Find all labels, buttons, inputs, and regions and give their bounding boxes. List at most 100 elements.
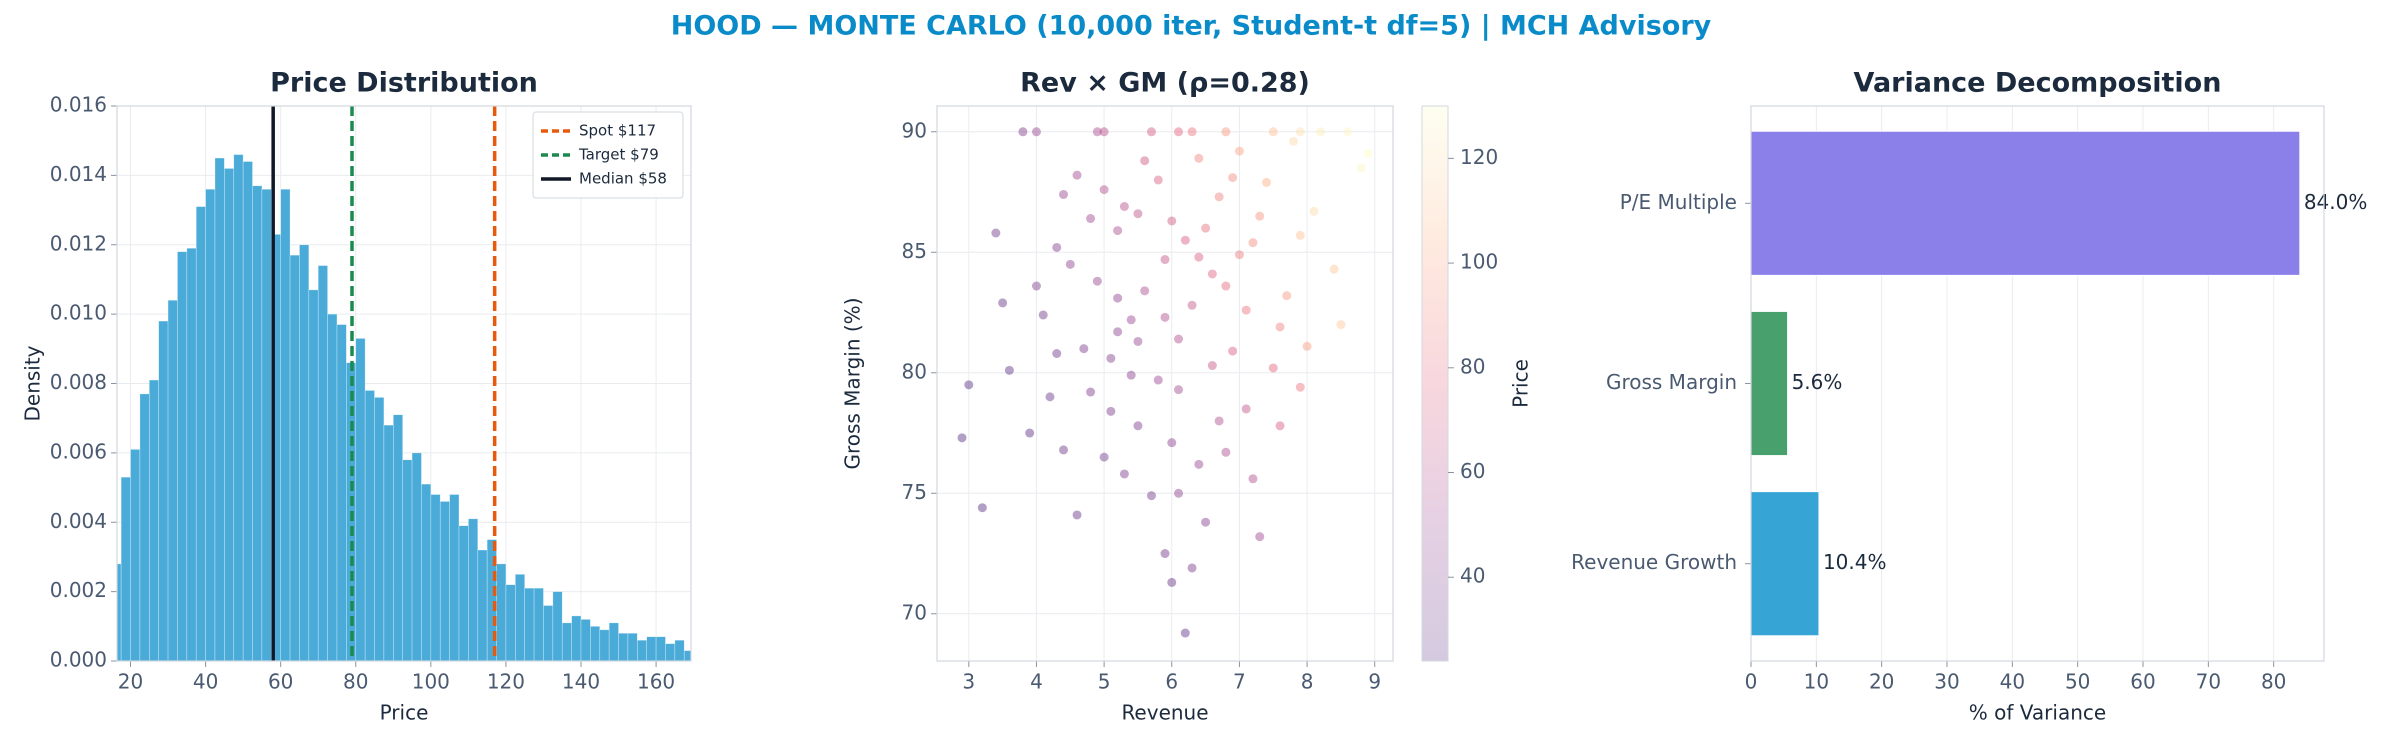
histogram-bar (552, 591, 563, 661)
histogram-bar (430, 494, 441, 661)
y-tick-label: 0.012 (50, 231, 107, 255)
x-tick-label: 30 (1934, 670, 1959, 694)
scatter-point (1160, 549, 1170, 559)
scatter-point (1336, 320, 1346, 330)
histogram-bar (505, 584, 516, 661)
scatter-point (1261, 177, 1271, 187)
bar (1750, 491, 1820, 637)
scatter-point (1038, 310, 1048, 320)
scatter-point (1329, 264, 1339, 274)
histogram-bar (299, 244, 310, 661)
panel-title: Price Distribution (270, 68, 538, 99)
scatter-point (1221, 281, 1231, 291)
scatter-point (1363, 148, 1373, 158)
histogram-bar (336, 324, 347, 661)
scatter-point (1113, 293, 1123, 303)
histogram-bar (224, 168, 235, 661)
scatter-point (1031, 281, 1041, 291)
histogram-bar (533, 587, 544, 661)
scatter-point (1113, 226, 1123, 236)
scatter-point (1146, 127, 1156, 137)
histogram-bar (599, 629, 610, 661)
scatter-point (1180, 235, 1190, 245)
y-tick-label: 0.008 (50, 370, 107, 394)
histogram-bar (214, 157, 225, 661)
scatter-point (1065, 259, 1075, 269)
scatter-point (1133, 209, 1143, 219)
y-tick-label: Gross Margin (1606, 370, 1737, 394)
histogram-bar (139, 393, 150, 661)
axes-frame (116, 105, 692, 662)
scatter-point (1201, 517, 1211, 527)
x-tick-label: 9 (1368, 670, 1381, 694)
scatter-point (1072, 170, 1082, 180)
scatter-point (1255, 211, 1265, 221)
x-axis-label: Price (380, 701, 429, 725)
histogram-bar (393, 414, 403, 661)
scatter-point (1167, 216, 1177, 226)
scatter-point (991, 228, 1001, 238)
scatter-point (1025, 428, 1035, 438)
scatter-point (1309, 206, 1319, 216)
histogram-bar (252, 185, 263, 661)
histogram-bar (355, 338, 366, 661)
scatter-point (1092, 127, 1102, 137)
y-tick-label: Revenue Growth (1571, 550, 1737, 574)
x-tick-label: 6 (1165, 670, 1178, 694)
y-axis-label: Gross Margin (%) (841, 298, 865, 470)
x-axis-label: Revenue (1121, 701, 1208, 725)
scatter-point (1167, 577, 1177, 587)
histogram-bar (449, 494, 460, 661)
scatter-point (957, 433, 967, 443)
scatter-point (1126, 315, 1136, 325)
scatter-point (1099, 127, 1109, 137)
y-tick-label: 0.010 (50, 301, 107, 325)
colorbar (1421, 105, 1449, 662)
scatter-point (1180, 628, 1190, 638)
scatter-point (1194, 459, 1204, 469)
histogram-bar (561, 622, 572, 661)
scatter-point (1295, 382, 1305, 392)
scatter-point (1248, 238, 1258, 248)
colorbar-tick-label: 80 (1460, 354, 1485, 378)
histogram-bar (683, 650, 691, 661)
histogram-bar (543, 605, 554, 661)
legend-label: Target $79 (578, 146, 659, 164)
y-tick-label: P/E Multiple (1620, 190, 1737, 214)
histogram-bar (177, 251, 188, 661)
scatter-point (998, 298, 1008, 308)
scatter-point (1045, 392, 1055, 402)
y-tick-label: 0.004 (50, 509, 107, 533)
scatter-point (1160, 312, 1170, 322)
histogram-bar (655, 636, 666, 661)
y-tick-label: 80 (902, 359, 927, 383)
scatter-point (1221, 127, 1231, 137)
y-tick-label: 75 (902, 480, 927, 504)
scatter-point (1214, 192, 1224, 202)
scatter-point (1316, 127, 1326, 137)
scatter-point (1004, 365, 1014, 375)
colorbar-tick-label: 60 (1460, 459, 1485, 483)
scatter-point (1133, 336, 1143, 346)
scatter-point (1174, 334, 1184, 344)
scatter-point (1268, 363, 1278, 373)
histogram-bar (374, 397, 385, 661)
scatter-point (1153, 375, 1163, 385)
x-tick-label: 80 (343, 670, 368, 694)
scatter-point (1059, 189, 1069, 199)
scatter-point (1106, 353, 1116, 363)
histogram-bar (280, 188, 291, 661)
scatter-point (1099, 185, 1109, 195)
x-tick-label: 60 (2130, 670, 2155, 694)
scatter-point (1201, 223, 1211, 233)
histogram-bar (233, 154, 244, 661)
scatter-point (1302, 341, 1312, 351)
bars (117, 154, 691, 661)
scatter-point (1214, 416, 1224, 426)
scatter-point (1059, 445, 1069, 455)
y-tick-label: 90 (902, 118, 927, 142)
scatter-point (1174, 127, 1184, 137)
histogram-bar (383, 424, 394, 661)
x-tick-label: 0 (1745, 670, 1758, 694)
